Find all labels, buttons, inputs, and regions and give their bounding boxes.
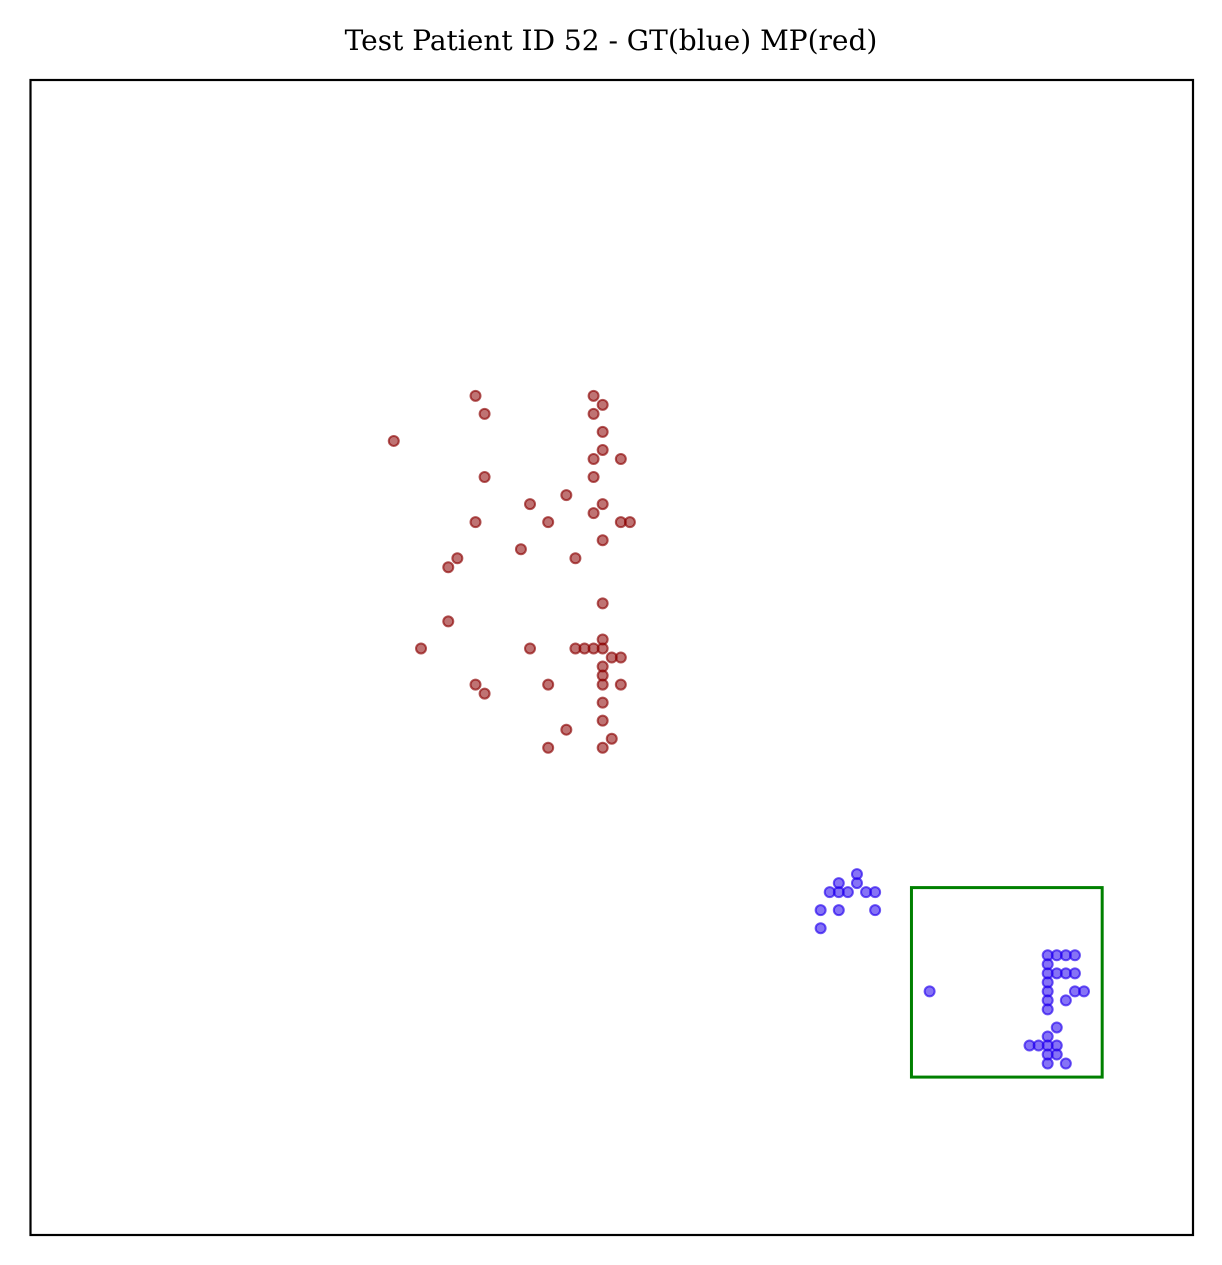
gt-point <box>1059 994 1072 1007</box>
mp-point <box>560 489 573 502</box>
gt-point <box>850 877 863 890</box>
mp-point <box>569 552 582 565</box>
gt-point <box>923 985 936 998</box>
mp-point <box>596 398 609 411</box>
gt-point <box>869 904 882 917</box>
gt-point <box>1078 985 1091 998</box>
mp-point <box>596 534 609 547</box>
boxes-layer <box>909 886 1104 1079</box>
chart-title: Test Patient ID 52 - GT(blue) MP(red) <box>344 24 878 57</box>
bounding-box <box>909 886 1104 1079</box>
gt-point <box>814 904 827 917</box>
gt-point <box>832 904 845 917</box>
mp-point <box>596 696 609 709</box>
mp-point <box>596 678 609 691</box>
mp-point <box>623 516 636 529</box>
gt-point <box>1068 949 1081 962</box>
mp-point <box>614 678 627 691</box>
mp-point <box>596 597 609 610</box>
gt-point <box>1041 1057 1054 1070</box>
mp-point <box>442 615 455 628</box>
mp-point <box>469 389 482 402</box>
gt-point <box>1041 1003 1054 1016</box>
mp-point <box>560 723 573 736</box>
mp-point <box>614 452 627 465</box>
mp-point <box>596 714 609 727</box>
gt-point <box>1050 1021 1063 1034</box>
mp-point <box>596 741 609 754</box>
mp-point <box>587 452 600 465</box>
plot-frame <box>29 78 1195 1237</box>
gt-point <box>1059 1057 1072 1070</box>
mp-point <box>442 561 455 574</box>
mp-point <box>542 741 555 754</box>
gt-point <box>869 886 882 899</box>
mp-point <box>469 678 482 691</box>
gt-point <box>1068 967 1081 980</box>
mp-point <box>478 407 491 420</box>
mp-point <box>596 642 609 655</box>
gt-point <box>841 886 854 899</box>
mp-point <box>514 543 527 556</box>
mp-point <box>596 425 609 438</box>
mp-point <box>542 516 555 529</box>
mp-point <box>415 642 428 655</box>
mp-point <box>587 389 600 402</box>
gt-point <box>1050 1048 1063 1061</box>
mp-point <box>478 471 491 484</box>
mp-point <box>387 434 400 447</box>
points-layer <box>387 389 1091 1070</box>
mp-point <box>469 516 482 529</box>
mp-point <box>524 498 537 511</box>
mp-point <box>542 678 555 691</box>
mp-point <box>614 651 627 664</box>
mp-point <box>587 407 600 420</box>
gt-point <box>814 922 827 935</box>
mp-point <box>587 471 600 484</box>
mp-point <box>596 443 609 456</box>
mp-point <box>478 687 491 700</box>
mp-point <box>524 642 537 655</box>
mp-point <box>587 507 600 520</box>
mp-point <box>596 498 609 511</box>
mp-point <box>605 732 618 745</box>
mp-point <box>451 552 464 565</box>
